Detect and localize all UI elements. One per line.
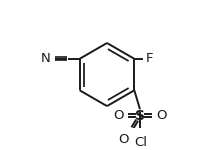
Text: Cl: Cl xyxy=(134,136,147,149)
Text: O: O xyxy=(113,109,124,122)
Text: O: O xyxy=(118,133,129,146)
Text: N: N xyxy=(41,52,51,65)
Text: O: O xyxy=(156,109,166,122)
Text: F: F xyxy=(146,52,153,65)
Text: S: S xyxy=(135,109,145,123)
